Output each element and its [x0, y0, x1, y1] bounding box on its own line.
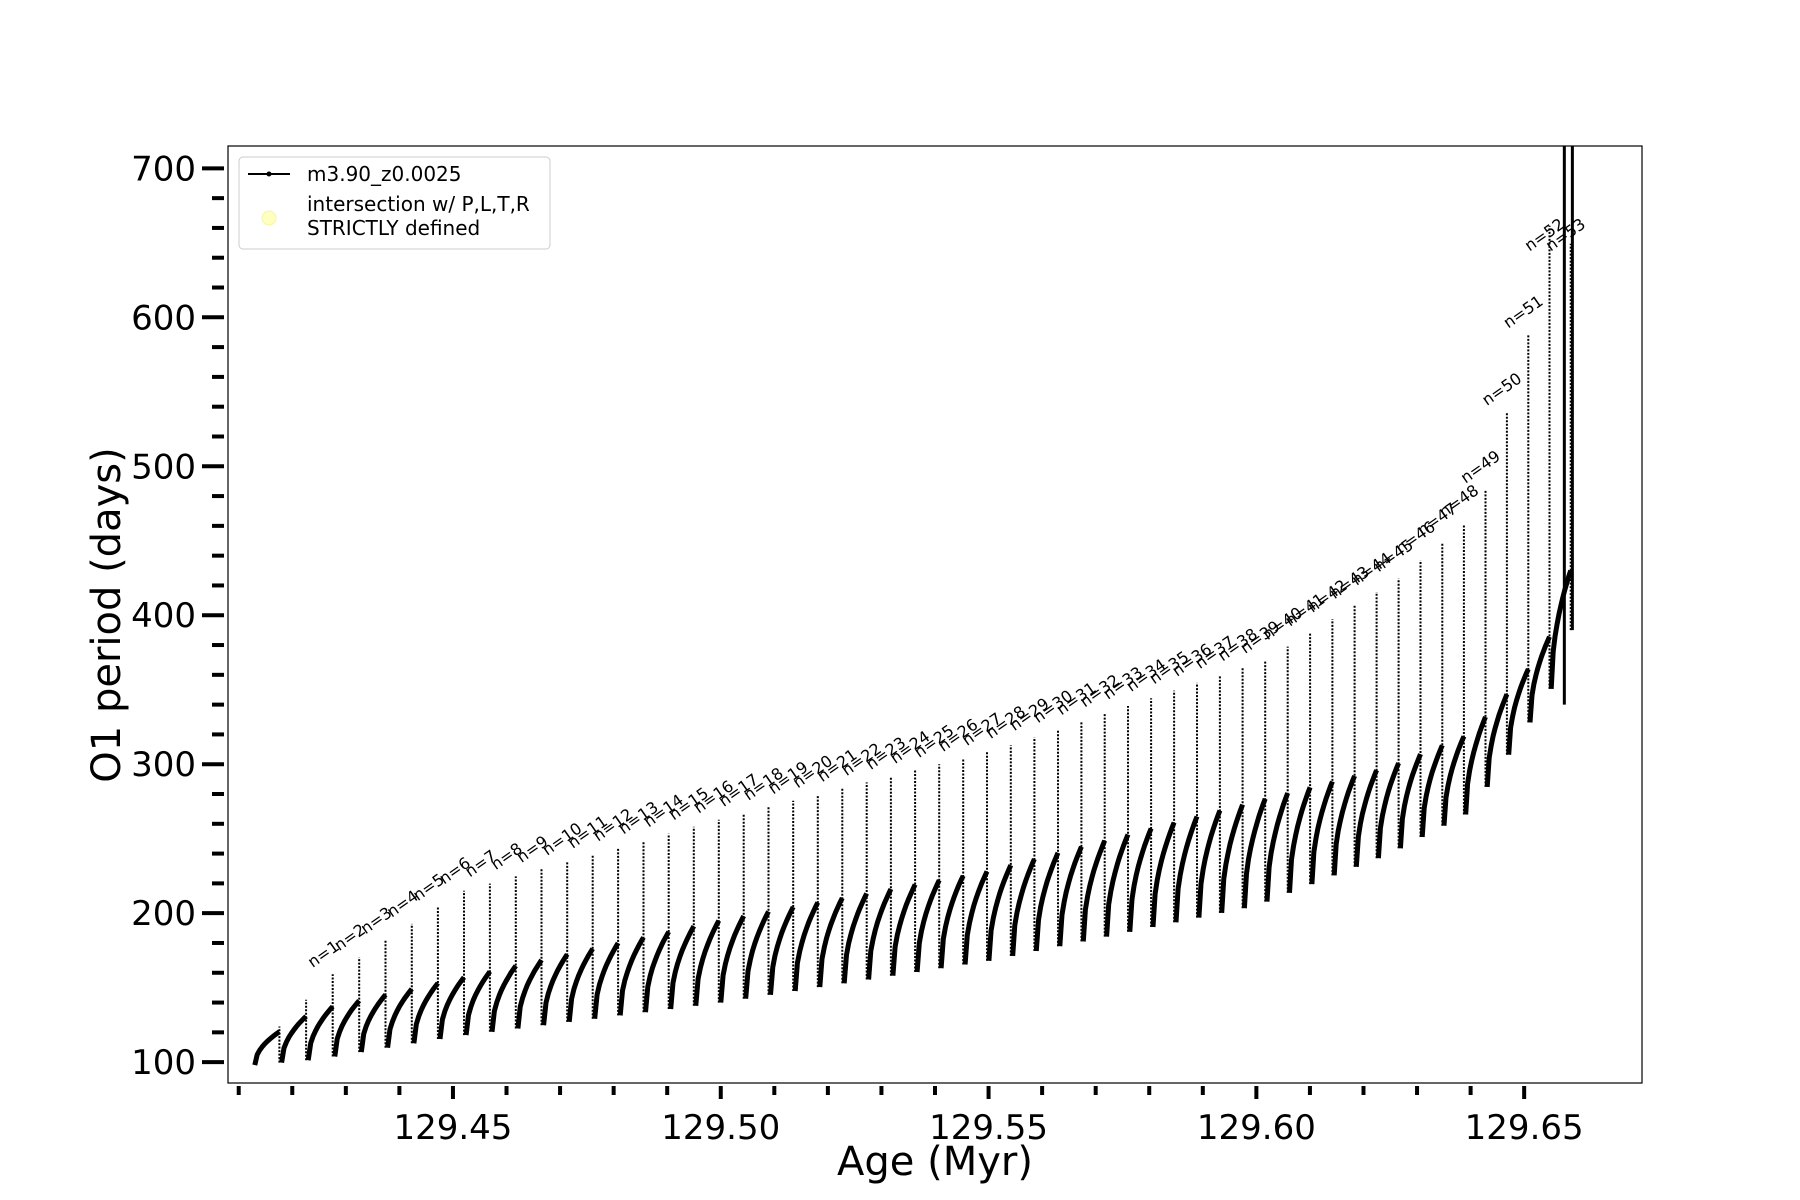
legend-label-intersection-line2: STRICTLY defined: [307, 216, 480, 240]
pulse-number-label: n=51: [1500, 291, 1547, 332]
legend-dot-marker: [266, 171, 272, 177]
pulse-labels: n=1n=2n=3n=4n=5n=6n=7n=8n=9n=10n=11n=12n…: [304, 214, 1589, 971]
x-axis-ticks: 129.45 129.50 129.55 129.60 129.65: [236, 1086, 1584, 1148]
pulse-series: [252, 146, 1574, 1066]
x-tick-label: 129.45: [393, 1108, 512, 1148]
legend-box: [238, 156, 551, 250]
legend-label-intersection: intersection w/ P,L,T,R STRICTLY defined: [307, 192, 536, 240]
legend: m3.90_z0.0025 intersection w/ P,L,T,R ST…: [238, 156, 551, 250]
legend-label-series: m3.90_z0.0025: [307, 162, 462, 186]
y-tick-label: 400: [131, 596, 196, 636]
y-tick-label: 700: [131, 149, 196, 189]
x-tick-label: 129.60: [1197, 1108, 1316, 1148]
y-tick-label: 500: [131, 447, 196, 487]
plot-frame: [227, 145, 1643, 1084]
x-tick-label: 129.65: [1465, 1108, 1584, 1148]
x-tick-label: 129.50: [661, 1108, 780, 1148]
series-line: [252, 569, 1574, 1066]
y-tick-label: 300: [131, 745, 196, 785]
y-tick-label: 200: [131, 894, 196, 934]
y-axis-ticks: 100 200 300 400 500 600 700: [131, 149, 224, 1083]
x-axis-label: Age (Myr): [837, 1139, 1033, 1185]
pulse-number-label: n=50: [1478, 369, 1525, 410]
y-tick-label: 100: [131, 1043, 196, 1083]
x-tick-label: 129.55: [929, 1108, 1048, 1148]
y-axis-label: O1 period (days): [84, 447, 130, 782]
pulse-number-label: n=49: [1457, 446, 1504, 487]
legend-label-intersection-line1: intersection w/ P,L,T,R: [307, 192, 530, 216]
y-tick-label: 600: [131, 298, 196, 338]
legend-intersection-marker: [261, 210, 277, 226]
